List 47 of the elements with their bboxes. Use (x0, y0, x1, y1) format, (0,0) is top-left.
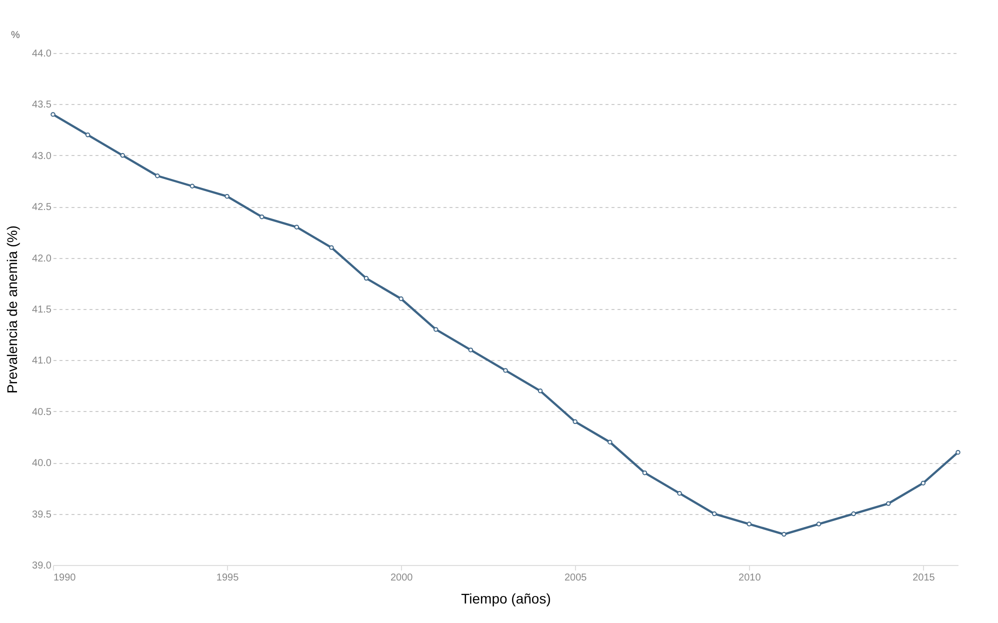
point (816, 522, 822, 526)
point (120, 153, 125, 158)
x-tick-label: 2015 (912, 572, 936, 584)
y-tick-label: 39.5 (32, 509, 52, 520)
point (329, 245, 334, 250)
x-tick-label: 1995 (216, 572, 240, 584)
point (608, 440, 612, 444)
point (294, 224, 300, 230)
point (642, 470, 648, 476)
point (190, 184, 195, 188)
point (572, 419, 578, 424)
y-tick-label: 43.0 (32, 150, 52, 162)
point (746, 522, 752, 526)
point (468, 348, 474, 352)
y-tick-label: 43.5 (32, 100, 52, 111)
y-tick-label: 42.0 (32, 253, 52, 264)
x-tick-label: 2005 (564, 572, 588, 584)
point (956, 450, 960, 455)
y-tick-label: 40.5 (32, 406, 52, 418)
x-tick-label: 2010 (738, 572, 762, 584)
text: % (11, 30, 20, 41)
x-axis-title: Tiempo (años) (461, 590, 551, 606)
y-tick-label: 41.0 (32, 356, 52, 367)
x-tick-label: 1990 (54, 572, 76, 584)
y-tick-label: 42.5 (32, 202, 52, 214)
point (503, 368, 508, 373)
point (155, 174, 160, 178)
y-tick-label: 40.0 (32, 458, 52, 470)
y-axis-title: Prevalencia de anemia (%) (4, 225, 20, 394)
point (886, 501, 891, 506)
point (851, 511, 856, 516)
point (920, 480, 926, 486)
x-tick-label: 2000 (390, 572, 414, 584)
point (782, 532, 786, 537)
point (538, 388, 543, 394)
point (434, 327, 438, 332)
y-tick-label: 41.5 (32, 304, 52, 316)
point (677, 490, 682, 496)
point (224, 194, 230, 199)
point (50, 112, 56, 117)
y-tick-label: 44.0 (32, 48, 52, 60)
point (364, 276, 369, 281)
y-tick-label: 39.0 (32, 560, 52, 572)
point (85, 132, 90, 138)
point (712, 511, 717, 516)
point (259, 214, 264, 220)
point (398, 296, 404, 302)
